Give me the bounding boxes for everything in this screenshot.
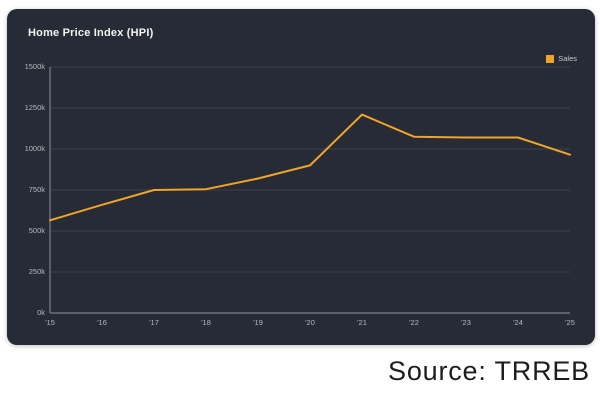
x-tick-label: '22 <box>409 318 419 327</box>
legend-label: Sales <box>558 54 577 63</box>
x-tick-label: '19 <box>253 318 263 327</box>
sales-line-series <box>49 113 571 222</box>
x-tick-label: '21 <box>357 318 367 327</box>
y-tick-label: 1500k <box>25 62 46 71</box>
chart-title: Home Price Index (HPI) <box>28 27 154 39</box>
y-tick-label: 0k <box>37 308 45 317</box>
x-tick-label: '18 <box>201 318 211 327</box>
y-tick-label: 1250k <box>25 103 46 112</box>
x-tick-label: '16 <box>97 318 107 327</box>
x-tick-label: '25 <box>565 318 575 327</box>
x-tick-label: '15 <box>45 318 55 327</box>
x-tick-label: '24 <box>513 318 523 327</box>
y-tick-label: 750k <box>29 185 46 194</box>
hpi-chart-card: Home Price Index (HPI) Sales 0k 250k 500k 7… <box>7 9 595 345</box>
legend[interactable]: Sales <box>546 54 577 63</box>
x-tick-label: '23 <box>461 318 471 327</box>
x-tick-label: '17 <box>149 318 159 327</box>
hpi-line-chart: 0k 250k 500k 750k 1000k 1250k 1500k '15 '16 '17 '1… <box>25 62 575 327</box>
legend-swatch-icon <box>546 54 555 63</box>
source-caption: Source: TRREB <box>388 356 590 386</box>
y-tick-label: 500k <box>29 226 46 235</box>
y-tick-label: 1000k <box>25 144 46 153</box>
y-tick-label: 250k <box>29 267 46 276</box>
x-tick-label: '20 <box>305 318 315 327</box>
